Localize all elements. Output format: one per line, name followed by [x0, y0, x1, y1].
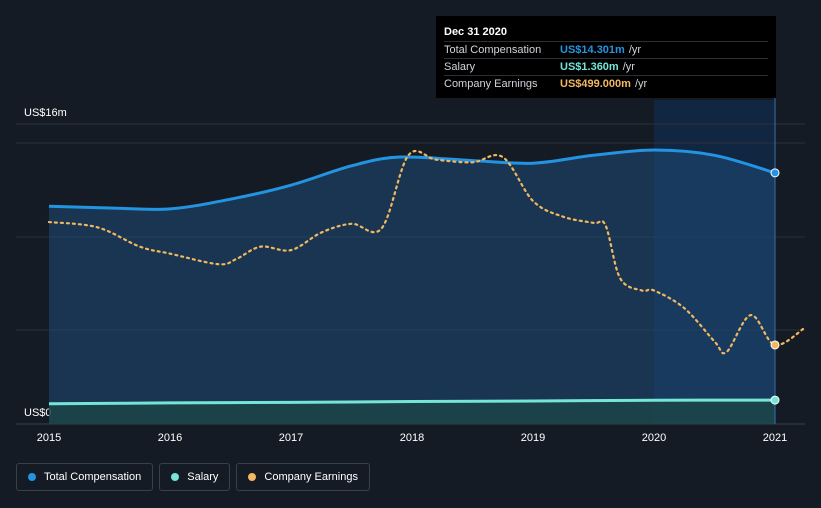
tooltip-value-salary: US$1.360m: [560, 61, 619, 73]
x-tick-label: 2021: [763, 432, 787, 444]
y-tick-label: US$16m: [24, 107, 67, 119]
total-compensation-line: [48, 148, 776, 211]
x-tick-label: 2020: [642, 432, 666, 444]
company-earnings-line: [47, 149, 807, 355]
tooltip-value-company-earnings: US$499.000m: [560, 78, 631, 90]
tooltip-value-total-compensation: US$14.301m: [560, 44, 625, 56]
salary-marker: [770, 395, 780, 405]
tooltip-row-company-earnings: Company Earnings US$499.000m /yr: [444, 75, 768, 92]
tooltip-label-salary: Salary: [444, 61, 476, 73]
legend-item-salary[interactable]: Salary: [159, 463, 231, 491]
company-earnings-marker: [770, 340, 780, 350]
legend-item-total-compensation[interactable]: Total Compensation: [16, 463, 154, 491]
legend-label: Salary: [187, 471, 219, 483]
tooltip-row-total-compensation: Total Compensation US$14.301m /yr: [444, 41, 768, 58]
y-tick-label: US$0: [24, 407, 52, 419]
x-tick-label: 2017: [279, 432, 303, 444]
x-tick-label: 2016: [158, 432, 182, 444]
x-tick-label: 2015: [37, 432, 61, 444]
tooltip-unit: /yr: [622, 61, 635, 73]
tooltip-date: Dec 31 2020: [444, 26, 507, 38]
salary-area: [49, 400, 775, 424]
tooltip-row-salary: Salary US$1.360m /yr: [444, 58, 768, 75]
total-compensation-marker: [770, 168, 780, 178]
legend-dot-icon: [28, 473, 36, 481]
legend-dot-icon: [171, 473, 180, 481]
x-tick-label: 2019: [521, 432, 545, 444]
legend-dot-icon: [248, 473, 257, 481]
tooltip-unit: /yr: [634, 78, 648, 90]
legend-item-company-earnings[interactable]: Company Earnings: [236, 463, 370, 491]
total-compensation-area: [49, 150, 775, 424]
tooltip-unit: /yr: [628, 44, 642, 56]
legend-label: Company Earnings: [264, 471, 358, 483]
tooltip-label-company-earnings: Company Earnings: [444, 78, 538, 90]
x-tick-label: 2018: [400, 432, 424, 444]
tooltip: Dec 31 2020 Total Compensation US$14.301…: [436, 16, 776, 98]
legend: Total Compensation Salary Company Earnin…: [16, 463, 370, 491]
legend-label: Total Compensation: [44, 471, 142, 483]
tooltip-label-total-compensation: Total Compensation: [444, 44, 542, 56]
salary-line: [48, 398, 776, 406]
